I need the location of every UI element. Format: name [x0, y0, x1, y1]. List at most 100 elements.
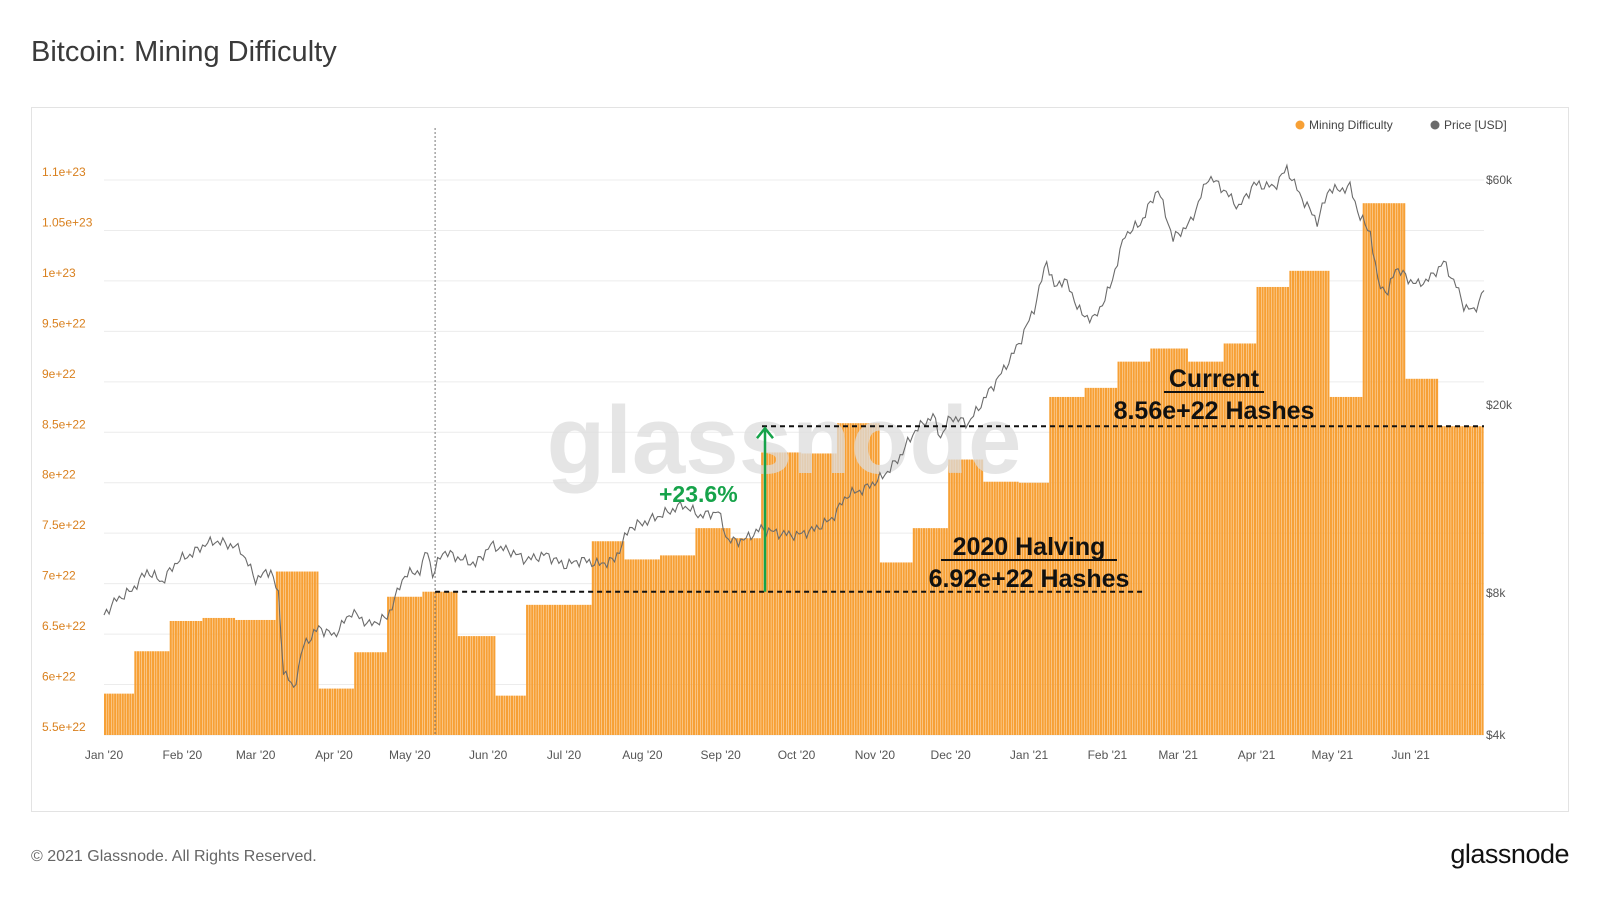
difficulty-bar-day — [1438, 426, 1441, 735]
difficulty-bar-day — [513, 695, 516, 735]
difficulty-bar-day — [106, 693, 109, 735]
difficulty-bar-day — [462, 636, 466, 735]
difficulty-bar-day — [584, 604, 587, 735]
difficulty-bar-day — [654, 559, 658, 735]
left-axis-tick-label: 1.05e+23 — [42, 215, 93, 229]
difficulty-bar-day — [1114, 387, 1118, 735]
difficulty-bar-day — [1099, 387, 1102, 735]
difficulty-bar-day — [842, 423, 845, 735]
difficulty-bar-day — [735, 538, 739, 735]
difficulty-bar-day — [1072, 396, 1075, 735]
difficulty-bar-day — [925, 528, 928, 735]
difficulty-bar-day — [1246, 343, 1249, 735]
difficulty-bar-day — [1059, 396, 1062, 735]
difficulty-bar-day — [703, 528, 706, 735]
difficulty-bar-day — [1087, 387, 1090, 735]
difficulty-bar-day — [788, 452, 792, 735]
difficulty-bar-day — [776, 452, 779, 735]
difficulty-bar-day — [796, 452, 799, 735]
difficulty-bar-day — [884, 562, 888, 735]
difficulty-bar-day — [235, 619, 238, 735]
difficulty-bar-day — [278, 571, 281, 735]
difficulty-bar-day — [639, 559, 642, 735]
difficulty-bar-day — [288, 571, 291, 735]
x-axis-tick-label: Dec '20 — [931, 748, 972, 762]
difficulty-bar — [1018, 482, 1049, 735]
difficulty-bar-day — [1418, 378, 1421, 735]
difficulty-bar-day — [596, 541, 600, 735]
difficulty-bar-day — [1478, 426, 1482, 735]
difficulty-bar-day — [293, 571, 296, 735]
difficulty-bar-day — [116, 693, 119, 735]
difficulty-bar-day — [528, 604, 531, 735]
difficulty-bar-day — [981, 459, 984, 735]
difficulty-bar-day — [1127, 361, 1130, 735]
difficulty-bar-day — [490, 636, 493, 735]
difficulty-bar-day — [114, 693, 117, 735]
difficulty-bar — [730, 538, 761, 735]
difficulty-bar-day — [1443, 426, 1446, 735]
difficulty-bar-day — [1360, 396, 1363, 735]
difficulty-bar-day — [836, 423, 840, 735]
difficulty-bar-day — [705, 528, 708, 735]
difficulty-bar-day — [629, 559, 632, 735]
difficulty-bar-day — [1013, 481, 1017, 735]
difficulty-bar-day — [369, 652, 372, 735]
difficulty-bar-day — [1261, 286, 1264, 735]
difficulty-bar-day — [1130, 361, 1133, 735]
difficulty-bar-day — [440, 591, 443, 735]
difficulty-bar-day — [1223, 343, 1226, 735]
difficulty-bar-day — [1420, 378, 1423, 735]
difficulty-bar-day — [1079, 396, 1082, 735]
difficulty-bar-day — [872, 423, 875, 735]
difficulty-bar-day — [457, 636, 460, 735]
difficulty-bar-day — [162, 651, 165, 735]
difficulty-bar-day — [1243, 343, 1247, 735]
difficulty-bar-day — [485, 636, 488, 735]
difficulty-bar — [104, 693, 134, 735]
difficulty-bar-day — [649, 559, 653, 735]
difficulty-bar-day — [1221, 361, 1224, 735]
difficulty-bar-day — [523, 695, 526, 735]
difficulty-bar-day — [991, 481, 994, 735]
difficulty-bar — [1223, 343, 1257, 735]
difficulty-bar-day — [677, 555, 680, 735]
difficulty-bar-day — [230, 617, 233, 735]
left-axis-tick-label: 1e+23 — [42, 266, 76, 280]
difficulty-bar-day — [1403, 203, 1406, 736]
difficulty-bar-day — [799, 452, 802, 735]
legend-label-mining-difficulty: Mining Difficulty — [1309, 118, 1393, 132]
difficulty-bar-day — [849, 423, 852, 735]
difficulty-bar-day — [1382, 203, 1386, 736]
difficulty-bar-day — [245, 619, 248, 735]
difficulty-bar-day — [1259, 286, 1262, 735]
difficulty-bar-day — [624, 559, 627, 735]
difficulty-bar-day — [553, 604, 557, 735]
difficulty-bar-day — [614, 541, 617, 735]
difficulty-bar-day — [480, 636, 483, 735]
difficulty-bar-day — [1003, 481, 1006, 735]
difficulty-bar-day — [1446, 426, 1449, 735]
difficulty-bar-day — [414, 596, 418, 735]
difficulty-bar-day — [801, 453, 804, 735]
difficulty-bar-day — [1132, 361, 1135, 735]
difficulty-bar-day — [308, 571, 311, 735]
difficulty-bar-day — [917, 528, 920, 735]
difficulty-bar-day — [771, 452, 774, 735]
difficulty-bar-day — [1142, 361, 1145, 735]
difficulty-bar — [695, 528, 731, 735]
left-axis-tick-label: 6e+22 — [42, 670, 76, 684]
difficulty-bar-day — [291, 571, 294, 735]
copyright-text: © 2021 Glassnode. All Rights Reserved. — [31, 848, 317, 865]
difficulty-bar-day — [733, 538, 736, 735]
difficulty-bar-day — [1355, 396, 1358, 735]
difficulty-bar-day — [930, 528, 933, 735]
difficulty-bar-day — [1451, 426, 1454, 735]
difficulty-bar-day — [1238, 343, 1241, 735]
x-axis-tick-label: Mar '21 — [1158, 748, 1198, 762]
difficulty-bar-day — [404, 596, 407, 735]
difficulty-bar-day — [184, 620, 188, 735]
difficulty-bar — [660, 555, 696, 735]
difficulty-bar-day — [1254, 343, 1257, 735]
difficulty-bar-day — [273, 619, 276, 735]
